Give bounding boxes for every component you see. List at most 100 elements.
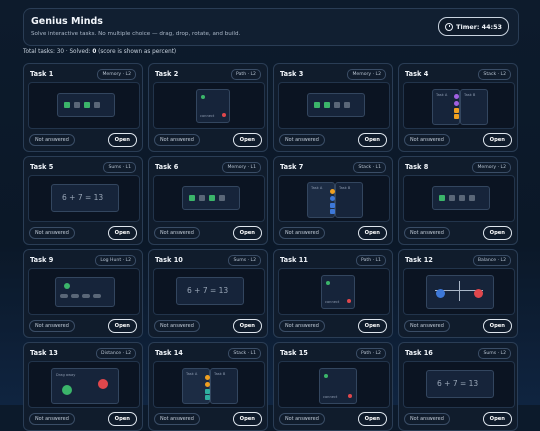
task-card[interactable]: Task 16 Sums · L2 6 + 7 = 13 Not answere… (398, 342, 518, 431)
stack-disc[interactable] (454, 94, 459, 99)
stack-disc[interactable] (205, 389, 210, 394)
task-preview: 6 + 7 = 13 (153, 268, 265, 315)
sums-board: 6 + 7 = 13 (51, 184, 119, 212)
task-card[interactable]: Task 6 Memory · L1 Not answered Open (148, 156, 268, 245)
open-button[interactable]: Open (107, 133, 137, 147)
task-card[interactable]: Task 10 Sums · L2 6 + 7 = 13 Not answere… (148, 249, 268, 338)
memory-tile (459, 195, 465, 201)
task-preview (28, 268, 140, 315)
open-button[interactable]: Open (232, 319, 262, 333)
timer-label: Timer: 44:53 (456, 22, 502, 31)
memory-tile (74, 102, 80, 108)
stack-b-label: Task B (464, 93, 476, 97)
task-title: Task 16 (405, 349, 433, 357)
memory-tile (449, 195, 455, 201)
task-preview: connect (153, 82, 265, 129)
weight-left[interactable] (436, 289, 445, 298)
task-card[interactable]: Task 3 Memory · L2 Not answered Open (273, 63, 393, 152)
open-button[interactable]: Open (107, 226, 137, 240)
task-preview (278, 82, 390, 129)
connect-label: connect (323, 395, 338, 399)
stack-disc[interactable] (454, 101, 459, 106)
task-tag: Sums · L2 (478, 348, 511, 359)
task-preview: Drag away (28, 361, 140, 408)
distance-red-ball[interactable] (98, 379, 108, 389)
task-preview: connect (278, 268, 390, 315)
task-status: Not answered (154, 320, 200, 332)
task-card[interactable]: Task 2 Path · L2 connect Not answered Op… (148, 63, 268, 152)
task-tag: Stack · L2 (478, 69, 511, 80)
task-preview: 6 + 7 = 13 (403, 361, 515, 408)
open-button[interactable]: Open (357, 412, 387, 426)
task-card[interactable]: Task 1 Memory · L2 Not answered Open (23, 63, 143, 152)
memory-tile (314, 102, 320, 108)
path-start-dot (201, 95, 205, 99)
task-status: Not answered (404, 413, 450, 425)
stack-a-label: Task A (186, 372, 198, 376)
distance-green-ball[interactable] (62, 385, 72, 395)
task-card[interactable]: Task 14 Stack · L1 Task A Task B Not ans… (148, 342, 268, 431)
stack-disc[interactable] (330, 209, 335, 214)
task-tag: Memory · L2 (472, 162, 511, 173)
task-tag: Sums · L2 (228, 255, 261, 266)
stack-disc[interactable] (205, 395, 210, 400)
task-title: Task 5 (30, 163, 54, 171)
open-button[interactable]: Open (232, 133, 262, 147)
task-card[interactable]: Task 12 Balance · L2 Not answered Open (398, 249, 518, 338)
task-card[interactable]: Task 5 Sums · L1 6 + 7 = 13 Not answered… (23, 156, 143, 245)
task-status: Not answered (29, 134, 75, 146)
path-board: connect (196, 89, 230, 123)
task-card[interactable]: Task 9 Log Hunt · L2 Not answered Open (23, 249, 143, 338)
task-card[interactable]: Task 7 Stack · L1 Task A Task B Not answ… (273, 156, 393, 245)
task-preview: connect (278, 361, 390, 408)
stack-disc[interactable] (205, 375, 210, 380)
open-button[interactable]: Open (482, 133, 512, 147)
task-card[interactable]: Task 15 Path · L2 connect Not answered O… (273, 342, 393, 431)
stack-disc[interactable] (454, 114, 459, 119)
task-status: Not answered (29, 227, 75, 239)
memory-tile (64, 102, 70, 108)
task-card[interactable]: Task 4 Stack · L2 Task A Task B Not answ… (398, 63, 518, 152)
task-preview (403, 175, 515, 222)
task-card[interactable]: Task 13 Distance · L2 Drag away Not answ… (23, 342, 143, 431)
stack-a: Task A (307, 182, 335, 218)
memory-tile (439, 195, 445, 201)
stack-disc[interactable] (330, 203, 335, 208)
stack-b-label: Task B (339, 186, 351, 190)
open-button[interactable]: Open (482, 412, 512, 426)
open-button[interactable]: Open (232, 412, 262, 426)
score-note: (score is shown as percent) (98, 49, 177, 55)
sum-equation: 6 + 7 = 13 (437, 379, 479, 388)
open-button[interactable]: Open (357, 226, 387, 240)
stack-disc[interactable] (330, 196, 335, 201)
timer-badge: Timer: 44:53 (438, 17, 509, 36)
open-button[interactable]: Open (232, 226, 262, 240)
stack-disc[interactable] (454, 108, 459, 113)
open-button[interactable]: Open (107, 412, 137, 426)
task-title: Task 10 (155, 256, 183, 264)
stack-b-label: Task B (214, 372, 226, 376)
task-title: Task 4 (405, 70, 429, 78)
hunter-marker[interactable] (64, 283, 70, 289)
open-button[interactable]: Open (482, 226, 512, 240)
open-button[interactable]: Open (357, 319, 387, 333)
open-button[interactable]: Open (482, 319, 512, 333)
path-start-dot (326, 281, 330, 285)
log-hunt-board (55, 277, 115, 307)
open-button[interactable]: Open (107, 319, 137, 333)
task-status: Not answered (279, 413, 325, 425)
task-card[interactable]: Task 11 Path · L1 connect Not answered O… (273, 249, 393, 338)
weight-right[interactable] (474, 289, 483, 298)
stack-disc[interactable] (205, 382, 210, 387)
stack-a-label: Task A (436, 93, 448, 97)
open-button[interactable]: Open (357, 133, 387, 147)
stack-b: Task B (460, 89, 488, 125)
sum-equation: 6 + 7 = 13 (187, 286, 229, 295)
task-tag: Path · L1 (356, 255, 386, 266)
stack-disc[interactable] (330, 189, 335, 194)
total-tasks-value: 30 (56, 49, 65, 55)
task-card[interactable]: Task 8 Memory · L2 Not answered Open (398, 156, 518, 245)
memory-board (57, 93, 115, 117)
task-tag: Path · L2 (231, 69, 261, 80)
